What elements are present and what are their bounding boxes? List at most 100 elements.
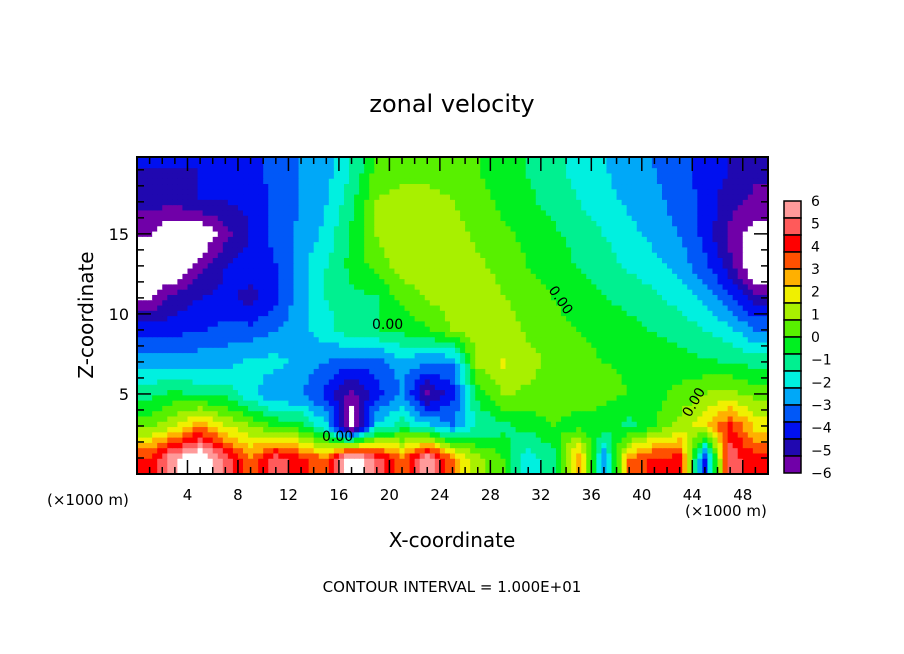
- heatmap-cell: [505, 352, 512, 359]
- heatmap-cell: [692, 426, 698, 433]
- heatmap-cell: [586, 384, 592, 391]
- heatmap-cell: [677, 289, 683, 295]
- heatmap-cell: [404, 415, 411, 422]
- heatmap-cell: [283, 278, 290, 285]
- heatmap-cell: [192, 378, 199, 385]
- heatmap-cell: [611, 458, 618, 465]
- heatmap-cell: [616, 278, 623, 285]
- heatmap-cell: [550, 384, 557, 391]
- heatmap-cell: [455, 410, 461, 417]
- heatmap-cell: [586, 267, 592, 274]
- heatmap-cell: [308, 294, 315, 301]
- heatmap-cell: [470, 357, 476, 364]
- heatmap-cell: [207, 368, 214, 375]
- heatmap-cell: [656, 283, 663, 290]
- heatmap-cell: [601, 415, 608, 422]
- heatmap-cell: [480, 352, 486, 359]
- heatmap-cell: [374, 426, 380, 433]
- heatmap-cell: [137, 373, 143, 380]
- heatmap-cell: [661, 273, 668, 280]
- heatmap-cell: [606, 442, 613, 449]
- heatmap-cell: [611, 394, 618, 401]
- heatmap-cell: [253, 336, 259, 343]
- heatmap-cell: [167, 447, 173, 454]
- heatmap-cell: [308, 352, 315, 359]
- heatmap-cell: [162, 463, 168, 470]
- heatmap-cell: [293, 378, 300, 385]
- heatmap-cell: [137, 421, 143, 428]
- heatmap-cell: [475, 384, 481, 391]
- heatmap-cell: [707, 326, 714, 332]
- heatmap-cell: [374, 400, 380, 406]
- heatmap-cell: [449, 437, 456, 443]
- heatmap-cell: [722, 373, 729, 380]
- heatmap-cell: [682, 431, 688, 438]
- heatmap-cell: [364, 452, 370, 459]
- heatmap-cell: [439, 278, 446, 285]
- heatmap-cell: [253, 320, 259, 327]
- heatmap-cell: [717, 426, 724, 433]
- heatmap-cell: [227, 352, 234, 359]
- heatmap-cell: [480, 331, 486, 338]
- heatmap-cell: [323, 304, 330, 311]
- heatmap-cell: [697, 320, 703, 327]
- heatmap-cell: [328, 336, 335, 343]
- heatmap-cell: [727, 347, 734, 354]
- heatmap-cell: [661, 437, 668, 443]
- heatmap-cell: [752, 442, 759, 449]
- heatmap-cell: [601, 267, 608, 274]
- heatmap-cell: [707, 262, 714, 269]
- heatmap-cell: [217, 378, 224, 385]
- heatmap-cell: [651, 405, 658, 412]
- heatmap-cell: [692, 283, 698, 290]
- heatmap-cell: [485, 458, 491, 465]
- heatmap-cell: [480, 289, 486, 295]
- heatmap-cell: [328, 468, 335, 475]
- heatmap-cell: [263, 299, 269, 306]
- heatmap-cell: [606, 326, 613, 332]
- heatmap-cell: [253, 468, 259, 475]
- heatmap-cell: [747, 373, 754, 380]
- heatmap-cell: [167, 378, 173, 385]
- heatmap-cell: [737, 389, 744, 396]
- heatmap-cell: [500, 262, 507, 269]
- heatmap-cell: [702, 389, 709, 396]
- heatmap-cell: [571, 468, 577, 475]
- heatmap-cell: [288, 415, 295, 422]
- heatmap-cell: [439, 405, 446, 412]
- heatmap-cell: [338, 326, 345, 332]
- heatmap-cell: [197, 357, 204, 364]
- heatmap-cell: [480, 357, 486, 364]
- heatmap-cell: [142, 341, 148, 348]
- heatmap-cell: [495, 442, 502, 449]
- heatmap-cell: [626, 394, 633, 401]
- heatmap-cell: [616, 304, 623, 311]
- heatmap-cell: [742, 273, 749, 280]
- heatmap-cell: [212, 447, 219, 454]
- heatmap-cell: [384, 352, 390, 359]
- heatmap-cell: [495, 410, 502, 417]
- heatmap-cell: [626, 267, 633, 274]
- heatmap-cell: [364, 273, 370, 280]
- heatmap-cell: [757, 352, 764, 359]
- heatmap-cell: [606, 331, 613, 338]
- heatmap-cell: [757, 400, 764, 406]
- heatmap-cell: [202, 463, 209, 470]
- heatmap-cell: [253, 304, 259, 311]
- heatmap-cell: [207, 426, 214, 433]
- heatmap-cell: [611, 267, 618, 274]
- heatmap-cell: [682, 389, 688, 396]
- heatmap-cell: [601, 400, 608, 406]
- heatmap-cell: [571, 368, 577, 375]
- heatmap-cell: [455, 389, 461, 396]
- heatmap-cell: [455, 394, 461, 401]
- heatmap-cell: [424, 400, 431, 406]
- heatmap-cell: [207, 373, 214, 380]
- heatmap-cell: [596, 315, 603, 322]
- heatmap-cell: [631, 326, 638, 332]
- heatmap-cell: [308, 304, 315, 311]
- heatmap-cell: [747, 463, 754, 470]
- heatmap-cell: [601, 304, 608, 311]
- heatmap-cell: [480, 394, 486, 401]
- heatmap-cell: [515, 363, 522, 369]
